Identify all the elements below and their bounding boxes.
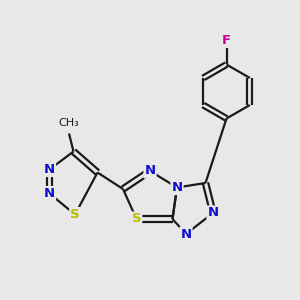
Text: N: N [44,163,55,176]
Text: N: N [144,164,156,178]
Text: N: N [180,227,192,241]
Text: N: N [44,187,55,200]
Text: S: S [132,212,141,226]
Text: N: N [171,181,183,194]
Text: S: S [70,208,80,221]
Text: CH₃: CH₃ [58,118,80,128]
Text: F: F [222,34,231,47]
Text: N: N [207,206,219,220]
